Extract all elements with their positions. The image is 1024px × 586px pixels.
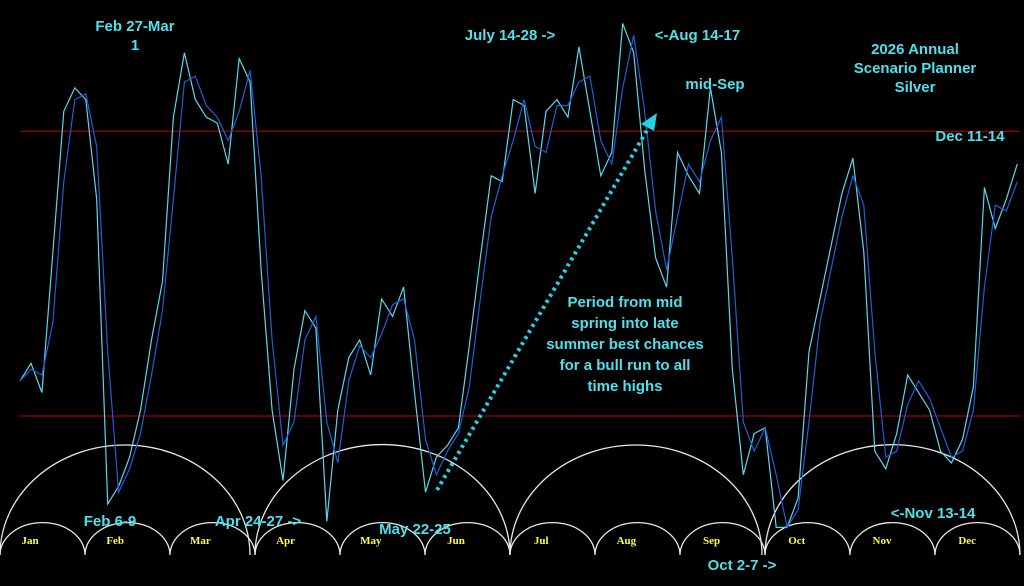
annotation: July 14-28 -> bbox=[464, 27, 556, 44]
month-label: May bbox=[360, 535, 382, 547]
annotation: Period from mid spring into late summer … bbox=[546, 294, 704, 395]
month-label: Aug bbox=[617, 535, 637, 547]
month-label: Apr bbox=[276, 535, 295, 547]
month-label: Jan bbox=[21, 535, 38, 547]
big-arc bbox=[254, 443, 511, 556]
month-label: Feb bbox=[106, 535, 124, 547]
annotation: Dec 11-14 bbox=[935, 128, 1005, 145]
month-label: Mar bbox=[190, 535, 211, 547]
big-arc bbox=[764, 443, 1021, 556]
annotation: mid-Sep bbox=[685, 76, 745, 93]
annotation: Feb 6-9 bbox=[83, 513, 137, 530]
arrow-head bbox=[641, 113, 657, 131]
month-label: Nov bbox=[873, 535, 892, 547]
big-arc bbox=[509, 444, 763, 556]
chart-title: 2026 Annual Scenario Planner Silver bbox=[853, 41, 977, 96]
month-label: Jun bbox=[447, 535, 465, 547]
month-label: Oct bbox=[788, 535, 805, 547]
trend-arrow bbox=[435, 123, 652, 492]
annotation: Apr 24-27 -> bbox=[214, 513, 302, 530]
month-label: Dec bbox=[958, 535, 976, 547]
price-line bbox=[19, 35, 1018, 529]
month-label: Jul bbox=[534, 535, 549, 547]
annotation: <-Aug 14-17 bbox=[654, 27, 741, 44]
month-label: Sep bbox=[703, 535, 720, 547]
annotation: Feb 27-Mar 1 bbox=[95, 18, 175, 54]
big-arc bbox=[0, 444, 251, 556]
annotation: May 22-25 bbox=[379, 521, 451, 538]
annotation: <-Nov 13-14 bbox=[890, 505, 976, 522]
cycle-arcs bbox=[0, 443, 1021, 556]
small-arcs bbox=[0, 522, 1021, 556]
price-line bbox=[19, 23, 1018, 528]
annotation: Oct 2-7 -> bbox=[707, 557, 777, 574]
